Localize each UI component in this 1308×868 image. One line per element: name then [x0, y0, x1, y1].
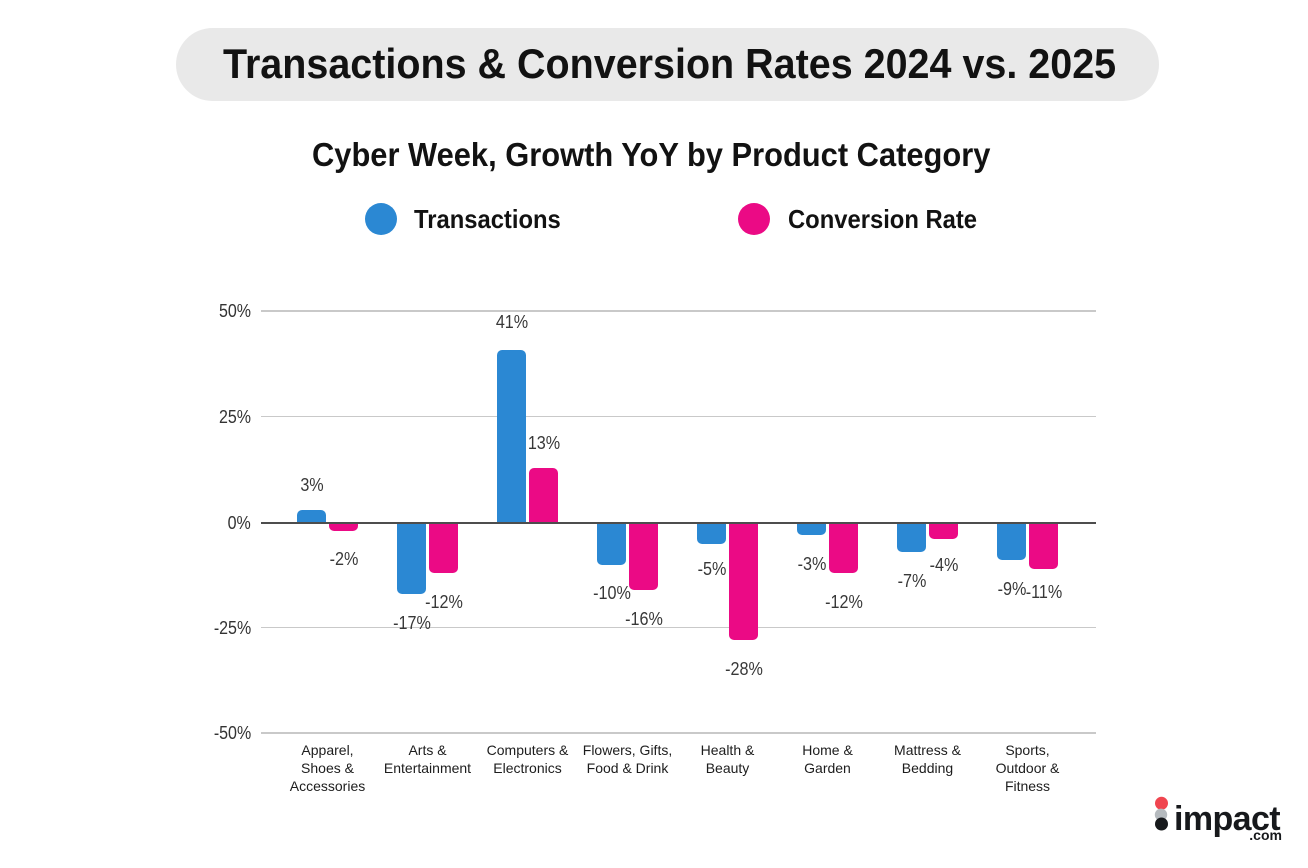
svg-text:.com: .com [1249, 827, 1282, 843]
svg-text:impact: impact [1174, 800, 1280, 838]
